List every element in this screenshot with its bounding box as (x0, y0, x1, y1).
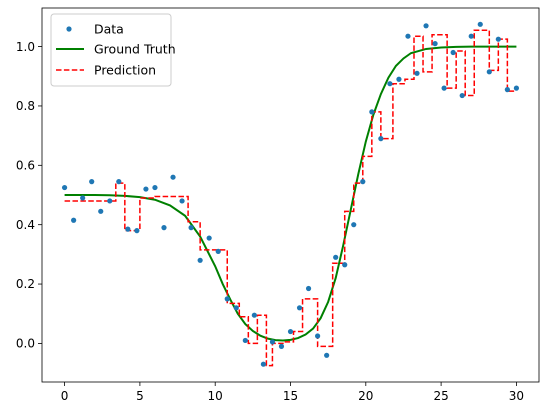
legend-label-data: Data (94, 22, 124, 37)
legend-label-ground-truth: Ground Truth (94, 42, 176, 57)
data-point (143, 186, 149, 192)
data-point (405, 33, 411, 39)
legend-label-prediction: Prediction (94, 63, 156, 78)
y-tick-label: 0.6 (16, 159, 35, 173)
data-point (188, 225, 194, 231)
data-point (278, 343, 285, 349)
data-point (495, 36, 501, 42)
data-point (197, 257, 203, 263)
data-point (423, 23, 429, 29)
data-point (468, 33, 474, 39)
x-tick-label: 30 (509, 389, 524, 403)
data-point (161, 225, 167, 231)
data-point (233, 305, 239, 311)
data-point (315, 333, 321, 339)
data-point (378, 136, 384, 142)
data-point (387, 81, 393, 87)
data-point (360, 179, 366, 185)
data-point (107, 198, 113, 204)
series-ground-truth-line (64, 45, 517, 342)
legend: Data Ground Truth Prediction (50, 13, 176, 87)
data-point (242, 337, 248, 344)
y-tick-label: 0.8 (16, 99, 35, 113)
x-tick-label: 0 (61, 389, 69, 403)
data-point (305, 285, 312, 292)
data-point (287, 328, 294, 335)
data-point (116, 179, 122, 185)
data-point (134, 228, 140, 234)
data-point (251, 312, 257, 318)
data-point (441, 85, 447, 91)
y-tick-label: 0.2 (16, 277, 35, 291)
x-tick-label: 15 (283, 389, 298, 403)
data-point (450, 49, 456, 56)
y-tick-label: 0.4 (16, 218, 35, 232)
data-point (215, 248, 221, 254)
plot-area (61, 21, 520, 367)
x-tick-label: 10 (208, 389, 223, 403)
data-point (351, 222, 357, 228)
data-point (179, 198, 185, 204)
data-point (396, 76, 402, 82)
data-point (125, 226, 131, 232)
data-point (459, 92, 465, 99)
data-point (432, 41, 438, 47)
data-point (260, 361, 266, 367)
legend-frame (50, 13, 172, 87)
data-point (71, 217, 77, 223)
data-point (477, 21, 483, 27)
data-point (170, 174, 176, 180)
data-point (513, 85, 520, 91)
data-point (324, 352, 330, 358)
data-point (414, 70, 420, 76)
data-point (98, 208, 104, 214)
data-point (224, 296, 230, 302)
data-point (342, 262, 348, 268)
data-point (504, 87, 510, 93)
data-point (152, 184, 158, 191)
y-tick-label: 0.0 (16, 337, 35, 351)
x-tick-label: 20 (358, 389, 373, 403)
data-point (369, 109, 375, 115)
axes: 0 5 10 15 20 25 30 0.0 0.2 0.4 0.6 0.8 1.0 (16, 7, 540, 403)
x-tick-label: 25 (433, 389, 448, 403)
data-point (80, 195, 86, 201)
y-tick-label: 1.0 (16, 40, 35, 54)
legend-data-marker (66, 26, 72, 32)
data-point (269, 339, 276, 345)
x-tick-label: 5 (136, 389, 144, 403)
data-point (333, 254, 339, 260)
data-point (61, 184, 68, 191)
data-point (89, 179, 95, 185)
data-point (206, 235, 212, 241)
data-point (296, 305, 303, 311)
data-point (486, 69, 492, 75)
